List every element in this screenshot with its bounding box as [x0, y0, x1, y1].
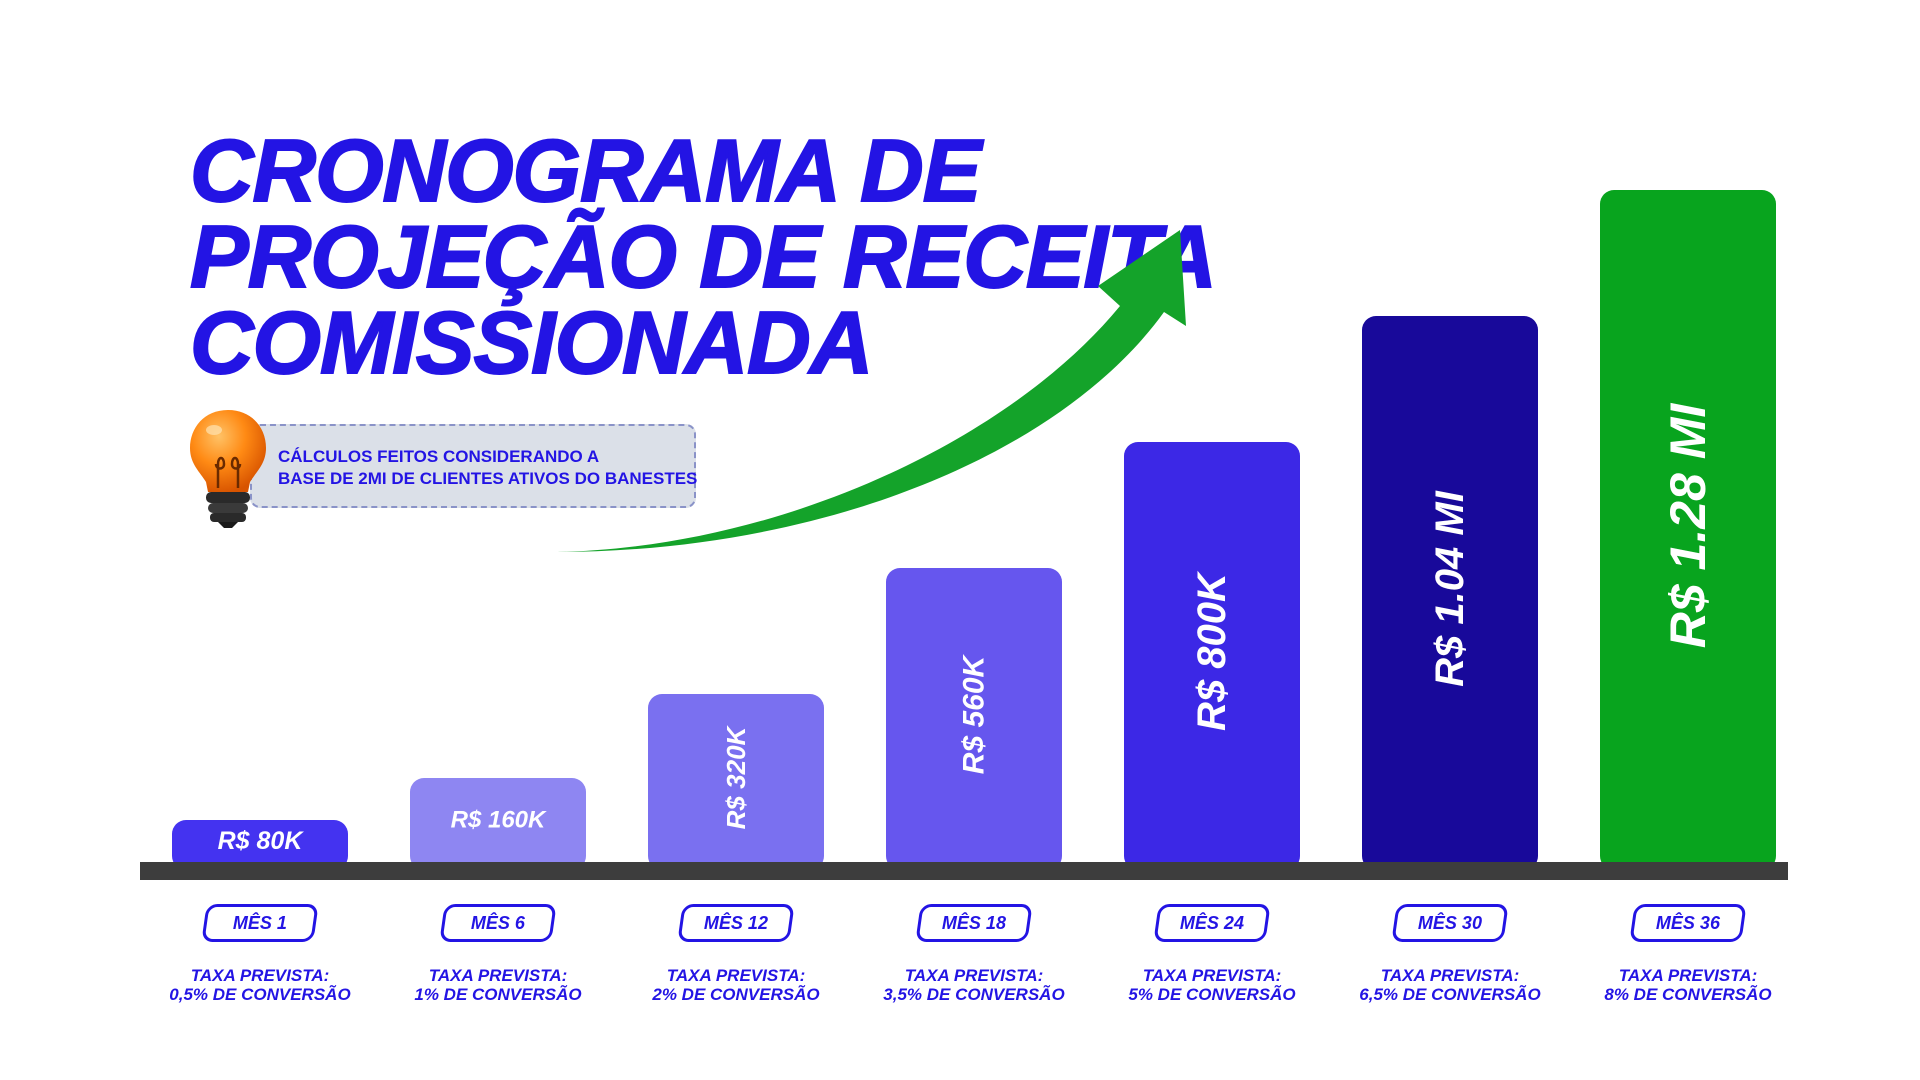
conversion-rate-label-1: TAXA PREVISTA: 0,5% DE CONVERSÃO: [140, 966, 380, 1004]
note-line-2: BASE DE 2MI DE CLIENTES ATIVOS DO BANEST…: [278, 469, 698, 488]
month-label-text: MÊS 12: [703, 912, 769, 933]
month-label-2: MÊS 6: [439, 904, 557, 942]
rate-line-2: 5% DE CONVERSÃO: [1128, 985, 1296, 1004]
bar-4: [886, 568, 1062, 870]
bar-value-label-5: R$ 800K: [1190, 570, 1234, 731]
note-line-1: CÁLCULOS FEITOS CONSIDERANDO A: [278, 447, 600, 466]
bar-3: [648, 694, 824, 870]
month-label-text: MÊS 24: [1179, 912, 1245, 933]
conversion-rate-label-5: TAXA PREVISTA: 5% DE CONVERSÃO: [1092, 966, 1332, 1004]
rate-line-1: TAXA PREVISTA:: [666, 966, 806, 985]
rate-line-2: 1% DE CONVERSÃO: [414, 985, 582, 1004]
bar-value-label-2: R$ 160K: [451, 807, 547, 834]
bar-value-label-4: R$ 560K: [958, 653, 991, 774]
month-label-text: MÊS 36: [1655, 912, 1721, 933]
title-line-1: CRONOGRAMA DE: [189, 121, 982, 220]
rate-line-2: 2% DE CONVERSÃO: [652, 985, 820, 1004]
title-line-3: COMISSIONADA: [189, 293, 874, 392]
conversion-rate-label-4: TAXA PREVISTA: 3,5% DE CONVERSÃO: [854, 966, 1094, 1004]
rate-line-1: TAXA PREVISTA:: [1618, 966, 1758, 985]
month-label-1: MÊS 1: [201, 904, 319, 942]
month-label-5: MÊS 24: [1153, 904, 1271, 942]
bar-5: [1124, 442, 1300, 870]
month-label-text: MÊS 30: [1417, 912, 1483, 933]
bar-value-label-6: R$ 1.04 MI: [1428, 490, 1472, 687]
rate-line-2: 0,5% DE CONVERSÃO: [169, 985, 351, 1004]
rate-line-1: TAXA PREVISTA:: [190, 966, 330, 985]
month-label-3: MÊS 12: [677, 904, 795, 942]
rate-line-1: TAXA PREVISTA:: [1380, 966, 1520, 985]
trend-up-arrow-icon: [556, 230, 1186, 552]
conversion-rate-label-7: TAXA PREVISTA: 8% DE CONVERSÃO: [1568, 966, 1808, 1004]
rate-line-1: TAXA PREVISTA:: [1142, 966, 1282, 985]
conversion-rate-label-6: TAXA PREVISTA: 6,5% DE CONVERSÃO: [1330, 966, 1570, 1004]
rate-line-1: TAXA PREVISTA:: [904, 966, 1044, 985]
title-line-2: PROJEÇÃO DE RECEITA: [189, 207, 1218, 306]
rate-line-1: TAXA PREVISTA:: [428, 966, 568, 985]
rate-line-2: 8% DE CONVERSÃO: [1604, 985, 1772, 1004]
month-label-7: MÊS 36: [1629, 904, 1747, 942]
bar-value-label-7: R$ 1.28 MI: [1660, 403, 1716, 649]
month-label-6: MÊS 30: [1391, 904, 1509, 942]
bar-7: [1600, 190, 1776, 870]
rate-line-2: 6,5% DE CONVERSÃO: [1359, 985, 1541, 1004]
month-label-4: MÊS 18: [915, 904, 1033, 942]
conversion-rate-label-3: TAXA PREVISTA: 2% DE CONVERSÃO: [616, 966, 856, 1004]
month-label-text: MÊS 18: [941, 912, 1007, 933]
rate-line-2: 3,5% DE CONVERSÃO: [883, 985, 1065, 1004]
bar-value-label-3: R$ 320K: [721, 724, 751, 829]
month-label-text: MÊS 1: [232, 912, 288, 933]
conversion-rate-label-2: TAXA PREVISTA: 1% DE CONVERSÃO: [378, 966, 618, 1004]
bar-6: [1362, 316, 1538, 870]
light-bulb-icon: [190, 410, 266, 528]
bar-value-label-1: R$ 80K: [218, 827, 305, 855]
bar-1: [172, 820, 348, 870]
month-label-text: MÊS 6: [470, 912, 526, 933]
bar-2: [410, 778, 586, 870]
chart-title: CRONOGRAMA DE PROJEÇÃO DE RECEITA COMISS…: [189, 121, 1218, 392]
x-axis-line: [140, 862, 1788, 880]
info-note: CÁLCULOS FEITOS CONSIDERANDO A BASE DE 2…: [250, 424, 698, 508]
